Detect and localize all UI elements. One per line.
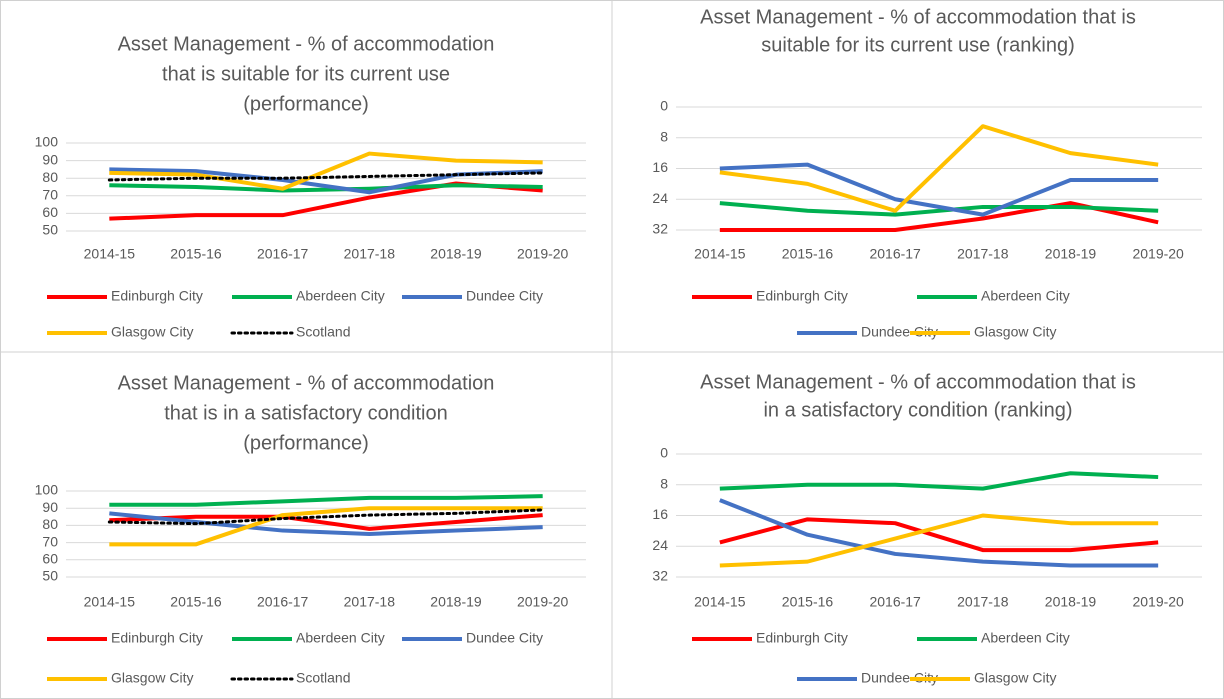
- chart-title: Asset Management - % of accommodation th…: [700, 6, 1136, 28]
- legend-label: Glasgow City: [111, 670, 193, 686]
- x-tick-label: 2019-20: [517, 594, 569, 610]
- x-tick-label: 2015-16: [170, 594, 222, 610]
- x-tick-label: 2014-15: [694, 246, 746, 262]
- x-tick-label: 2018-19: [430, 594, 482, 610]
- y-tick-label: 80: [42, 516, 58, 532]
- y-tick-label: 32: [652, 568, 668, 584]
- x-tick-label: 2016-17: [869, 246, 921, 262]
- legend-label: Scotland: [296, 324, 350, 340]
- chart-title: (performance): [243, 93, 369, 115]
- legend-label: Aberdeen City: [296, 630, 385, 646]
- legend-label: Scotland: [296, 670, 350, 686]
- x-tick-label: 2017-18: [957, 246, 1009, 262]
- y-tick-label: 80: [42, 169, 58, 185]
- legend-label: Glasgow City: [974, 670, 1056, 686]
- y-tick-label: 24: [652, 190, 668, 206]
- legend-label: Edinburgh City: [111, 288, 203, 304]
- series-line: [107, 171, 545, 182]
- x-tick-label: 2015-16: [782, 246, 834, 262]
- y-tick-label: 70: [42, 533, 58, 549]
- x-tick-label: 2017-18: [344, 246, 396, 262]
- series-line: [719, 201, 1159, 217]
- chart: Asset Management - % of accommodation th…: [652, 6, 1202, 340]
- x-tick-label: 2014-15: [694, 594, 746, 610]
- chart-title: Asset Management - % of accommodation: [118, 33, 495, 55]
- series-line: [719, 124, 1159, 213]
- y-tick-label: 24: [652, 537, 668, 553]
- series-line: [109, 151, 543, 191]
- y-tick-label: 50: [42, 568, 58, 584]
- chart-title: (performance): [243, 432, 369, 454]
- chart: Asset Management - % of accommodation tha…: [35, 33, 586, 340]
- legend-label: Glasgow City: [111, 324, 193, 340]
- y-tick-label: 70: [42, 187, 58, 203]
- x-tick-label: 2019-20: [1132, 246, 1184, 262]
- chart: Asset Management - % of accommodation tha…: [35, 372, 586, 686]
- series-line: [109, 183, 543, 193]
- series-line: [719, 498, 1159, 568]
- x-tick-label: 2018-19: [1045, 594, 1097, 610]
- y-tick-label: 100: [35, 482, 59, 498]
- legend-label: Aberdeen City: [981, 288, 1070, 304]
- legend-label: Edinburgh City: [756, 288, 848, 304]
- chart: Asset Management - % of accommodation th…: [652, 371, 1202, 686]
- legend-label: Edinburgh City: [111, 630, 203, 646]
- y-tick-label: 100: [35, 134, 59, 150]
- x-tick-label: 2019-20: [517, 246, 569, 262]
- legend-label: Glasgow City: [974, 324, 1056, 340]
- x-tick-label: 2014-15: [84, 246, 136, 262]
- legend-label: Dundee City: [861, 324, 938, 340]
- legend-label: Edinburgh City: [756, 630, 848, 646]
- series-line: [109, 513, 543, 531]
- series-line: [719, 471, 1159, 491]
- series-line: [719, 162, 1159, 217]
- chart-title: that is suitable for its current use: [162, 63, 450, 85]
- y-tick-label: 32: [652, 221, 668, 237]
- y-tick-label: 50: [42, 222, 58, 238]
- x-tick-label: 2016-17: [257, 594, 309, 610]
- legend-label: Aberdeen City: [981, 630, 1070, 646]
- chart-title: Asset Management - % of accommodation th…: [700, 371, 1136, 393]
- y-tick-label: 0: [660, 98, 668, 114]
- chart-title: suitable for its current use (ranking): [761, 34, 1074, 56]
- x-tick-label: 2014-15: [84, 594, 136, 610]
- y-tick-label: 8: [660, 128, 668, 144]
- x-tick-label: 2016-17: [257, 246, 309, 262]
- y-tick-label: 90: [42, 499, 58, 515]
- y-tick-label: 60: [42, 204, 58, 220]
- x-tick-label: 2017-18: [957, 594, 1009, 610]
- x-tick-label: 2018-19: [430, 246, 482, 262]
- chart-title: in a satisfactory condition (ranking): [763, 399, 1072, 421]
- series-line: [109, 506, 543, 547]
- y-tick-label: 16: [652, 159, 668, 175]
- x-tick-label: 2016-17: [869, 594, 921, 610]
- series-line: [719, 517, 1159, 553]
- chart-title: that is in a satisfactory condition: [164, 402, 447, 424]
- x-tick-label: 2015-16: [782, 594, 834, 610]
- series-line: [107, 508, 545, 526]
- series-line: [109, 494, 543, 507]
- legend-label: Aberdeen City: [296, 288, 385, 304]
- y-tick-label: 0: [660, 445, 668, 461]
- legend-label: Dundee City: [861, 670, 938, 686]
- x-tick-label: 2017-18: [344, 594, 396, 610]
- y-tick-label: 16: [652, 506, 668, 522]
- series-line: [719, 513, 1159, 568]
- x-tick-label: 2018-19: [1045, 246, 1097, 262]
- y-tick-label: 90: [42, 151, 58, 167]
- x-tick-label: 2019-20: [1132, 594, 1184, 610]
- chart-title: Asset Management - % of accommodation: [118, 372, 495, 394]
- y-tick-label: 8: [660, 475, 668, 491]
- legend-label: Dundee City: [466, 288, 543, 304]
- series-line: [109, 511, 543, 536]
- x-tick-label: 2015-16: [170, 246, 222, 262]
- legend-label: Dundee City: [466, 630, 543, 646]
- y-tick-label: 60: [42, 551, 58, 567]
